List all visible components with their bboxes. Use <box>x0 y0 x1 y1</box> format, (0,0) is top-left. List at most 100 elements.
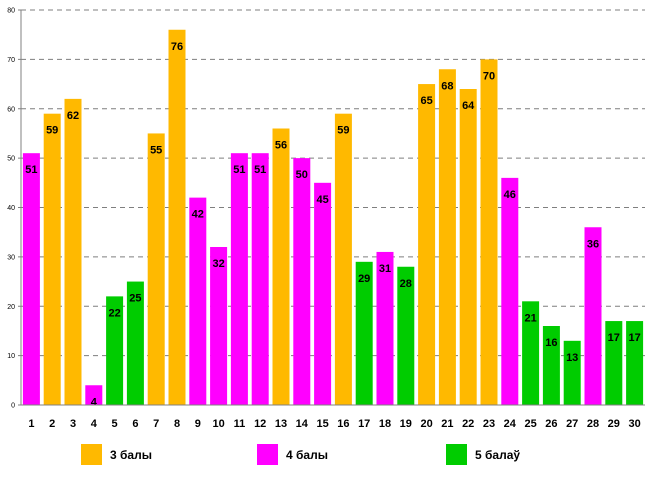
bar-26 <box>542 326 560 405</box>
data-label-16: 59 <box>337 125 349 137</box>
bar-19 <box>397 266 415 405</box>
x-tick-label: 5 <box>112 418 118 430</box>
bar-23 <box>480 59 498 405</box>
x-tick-label: 26 <box>545 418 557 430</box>
y-tick-label: 80 <box>7 8 15 15</box>
bars: 51 59 62 4 22 25 55 76 42 32 51 51 56 50 45 59 29 31 28 65 6… <box>22 29 644 408</box>
x-tick-label: 7 <box>153 418 159 430</box>
x-tick-label: 29 <box>608 418 620 430</box>
bar-10 <box>210 247 228 405</box>
x-tick-label: 4 <box>91 418 98 430</box>
legend-label: 3 балы <box>110 448 152 462</box>
data-label-23: 70 <box>483 70 495 82</box>
bar-1 <box>22 153 40 405</box>
bar-11 <box>230 153 248 405</box>
x-tick-label: 20 <box>420 418 432 430</box>
data-label-12: 51 <box>254 164 266 176</box>
x-tick-label: 15 <box>316 418 328 430</box>
data-label-9: 42 <box>192 209 204 221</box>
x-tick-label: 9 <box>195 418 201 430</box>
x-tick-label: 10 <box>212 418 224 430</box>
x-tick-label: 1 <box>28 418 34 430</box>
bar-20 <box>418 84 436 405</box>
data-label-26: 16 <box>545 337 557 349</box>
y-tick-label: 0 <box>11 403 15 410</box>
bar-16 <box>334 113 352 405</box>
data-label-15: 45 <box>316 194 328 206</box>
gridlines <box>21 9 645 357</box>
x-tick-label: 13 <box>275 418 287 430</box>
bar-24 <box>501 177 519 405</box>
data-label-19: 28 <box>400 278 412 290</box>
x-tick-label: 24 <box>504 418 517 430</box>
x-tick-label: 30 <box>628 418 640 430</box>
y-tick-label: 10 <box>7 353 15 360</box>
x-tick-label: 28 <box>587 418 599 430</box>
bar-17 <box>355 261 373 405</box>
data-label-10: 32 <box>212 258 224 270</box>
bar-6 <box>126 281 144 405</box>
bar-13 <box>272 128 290 405</box>
data-label-7: 55 <box>150 144 162 156</box>
bar-21 <box>438 69 456 405</box>
data-label-13: 56 <box>275 140 287 152</box>
x-tick-label: 11 <box>234 418 246 430</box>
y-tick-label: 50 <box>7 156 15 163</box>
legend-swatch <box>446 444 467 465</box>
x-tick-label: 17 <box>358 418 370 430</box>
y-axis: 0 10 20 30 40 50 60 70 80 <box>7 8 22 410</box>
x-tick-label: 18 <box>379 418 391 430</box>
bar-2 <box>43 113 61 405</box>
x-tick-label: 16 <box>337 418 349 430</box>
x-tick-label: 19 <box>400 418 412 430</box>
bar-25 <box>522 301 540 405</box>
data-label-4: 4 <box>91 396 98 408</box>
data-label-22: 64 <box>462 100 475 112</box>
data-label-20: 65 <box>420 95 432 107</box>
x-tick-label: 25 <box>524 418 536 430</box>
y-tick-label: 20 <box>7 304 15 311</box>
x-tick-label: 3 <box>70 418 76 430</box>
bar-22 <box>459 89 477 405</box>
bar-14 <box>293 158 311 405</box>
bar-30 <box>626 321 644 405</box>
bar-15 <box>314 182 332 405</box>
bar-4 <box>85 385 103 405</box>
data-label-28: 36 <box>587 238 599 250</box>
data-label-8: 76 <box>171 41 183 53</box>
y-tick-label: 40 <box>7 205 15 212</box>
legend-swatch <box>81 444 102 465</box>
legend-label: 5 балаў <box>475 448 520 462</box>
data-label-14: 50 <box>296 169 308 181</box>
bar-29 <box>605 321 623 405</box>
data-label-29: 17 <box>608 332 620 344</box>
bar-27 <box>563 340 581 405</box>
data-label-30: 17 <box>628 332 640 344</box>
y-tick-label: 70 <box>7 57 15 64</box>
data-label-21: 68 <box>441 80 453 92</box>
bar-5 <box>106 296 124 405</box>
data-label-18: 31 <box>379 263 391 275</box>
data-label-25: 21 <box>524 312 536 324</box>
bar-12 <box>251 153 269 405</box>
data-label-2: 59 <box>46 125 58 137</box>
legend: 3 балы 4 балы 5 балаў <box>81 444 520 465</box>
bar-3 <box>64 98 82 405</box>
data-label-17: 29 <box>358 273 370 285</box>
y-tick-label: 60 <box>7 106 15 113</box>
x-tick-label: 14 <box>296 418 309 430</box>
x-tick-label: 22 <box>462 418 474 430</box>
y-tick-label: 30 <box>7 254 15 261</box>
x-tick-label: 6 <box>132 418 138 430</box>
bar-7 <box>147 133 165 405</box>
x-tick-label: 8 <box>174 418 180 430</box>
bar-18 <box>376 251 394 405</box>
legend-label: 4 балы <box>286 448 328 462</box>
bar-8 <box>168 29 186 405</box>
data-label-11: 51 <box>233 164 245 176</box>
legend-swatch <box>257 444 278 465</box>
data-label-24: 46 <box>504 189 516 201</box>
data-label-3: 62 <box>67 110 79 122</box>
x-tick-label: 12 <box>254 418 266 430</box>
